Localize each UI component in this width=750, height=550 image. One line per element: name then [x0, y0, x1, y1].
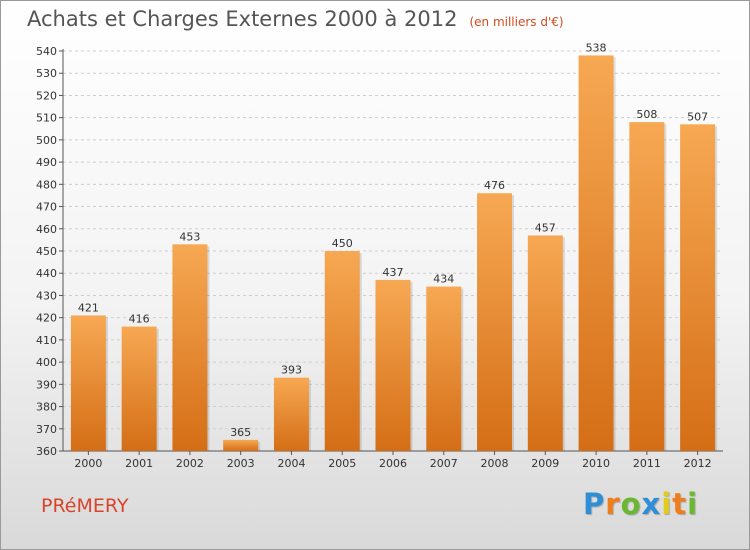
- logo-letter: r: [605, 487, 621, 521]
- y-tick-label: 410: [36, 334, 57, 347]
- x-tick-label-2012: 2012: [684, 457, 712, 470]
- x-tick-label-2010: 2010: [582, 457, 610, 470]
- y-tick-label: 510: [36, 112, 57, 125]
- y-tick-label: 440: [36, 267, 57, 280]
- chart-title-text: Achats et Charges Externes 2000 à 2012: [27, 7, 458, 31]
- data-label-2012: 507: [687, 110, 708, 123]
- y-tick-label: 540: [36, 45, 57, 58]
- x-tick-label-2003: 2003: [227, 457, 255, 470]
- bar-2002: [172, 244, 208, 451]
- data-label-2002: 453: [179, 230, 200, 243]
- x-tick-label-2008: 2008: [481, 457, 509, 470]
- logo-letter: i: [661, 487, 673, 521]
- bar-2001: [121, 326, 157, 451]
- y-tick-label: 460: [36, 223, 57, 236]
- bar-2000: [70, 315, 106, 451]
- logo-letter: P: [583, 487, 606, 521]
- y-tick-label: 370: [36, 423, 57, 436]
- x-tick-label-2005: 2005: [328, 457, 356, 470]
- bar-2006: [375, 279, 411, 451]
- y-tick-label: 450: [36, 245, 57, 258]
- data-label-2007: 434: [433, 273, 454, 286]
- bar-2011: [629, 122, 665, 451]
- y-tick-label: 430: [36, 289, 57, 302]
- bar-2008: [477, 193, 513, 451]
- commune-name: PRéMERY: [41, 495, 129, 517]
- chart-title: Achats et Charges Externes 2000 à 2012 (e…: [27, 7, 564, 31]
- logo-letter: x: [641, 487, 662, 521]
- x-tick-label-2002: 2002: [176, 457, 204, 470]
- data-label-2003: 365: [230, 426, 251, 439]
- y-tick-label: 420: [36, 312, 57, 325]
- data-label-2006: 437: [383, 266, 404, 279]
- bars: [70, 55, 718, 451]
- axes: 360 370 380 390 400 410 420 430 440 450 460 470 480 4…: [36, 45, 723, 470]
- logo-letter: o: [620, 487, 642, 521]
- logo-letter: i: [687, 487, 699, 521]
- bar-2009: [527, 235, 563, 451]
- chart-unit-label: (en milliers d'€): [469, 15, 564, 29]
- y-tick-label: 520: [36, 89, 57, 102]
- bar-2003: [223, 439, 259, 451]
- data-label-2009: 457: [535, 221, 556, 234]
- data-label-2011: 508: [636, 108, 657, 121]
- data-label-2010: 538: [586, 41, 607, 54]
- bar-2007: [426, 286, 462, 451]
- y-tick-label: 380: [36, 401, 57, 414]
- x-tick-label-2007: 2007: [430, 457, 458, 470]
- labels: 421 416 453 365 393 450 437 434 476 457 538 508 507: [78, 41, 708, 438]
- x-tick-label-2011: 2011: [633, 457, 661, 470]
- x-tick-label-2000: 2000: [74, 457, 102, 470]
- bar-2004: [273, 377, 309, 451]
- data-label-2004: 393: [281, 364, 302, 377]
- logo-letter: t: [672, 487, 688, 521]
- y-tick-label: 480: [36, 178, 57, 191]
- y-tick-label: 390: [36, 378, 57, 391]
- y-tick-label: 530: [36, 67, 57, 80]
- data-label-2005: 450: [332, 237, 353, 250]
- x-tick-label-2001: 2001: [125, 457, 153, 470]
- data-label-2000: 421: [78, 301, 99, 314]
- bar-2012: [680, 124, 716, 451]
- y-tick-label: 470: [36, 201, 57, 214]
- data-label-2008: 476: [484, 179, 505, 192]
- y-tick-label: 360: [36, 445, 57, 458]
- y-tick-label: 490: [36, 156, 57, 169]
- x-tick-label-2004: 2004: [277, 457, 305, 470]
- y-tick-label: 400: [36, 356, 57, 369]
- x-tick-label-2009: 2009: [531, 457, 559, 470]
- proxiti-logo[interactable]: Proxiti: [583, 487, 698, 521]
- y-tick-label: 500: [36, 134, 57, 147]
- bar-2005: [324, 251, 360, 451]
- data-label-2001: 416: [129, 313, 150, 326]
- bar-2010: [578, 55, 614, 451]
- x-tick-label-2006: 2006: [379, 457, 407, 470]
